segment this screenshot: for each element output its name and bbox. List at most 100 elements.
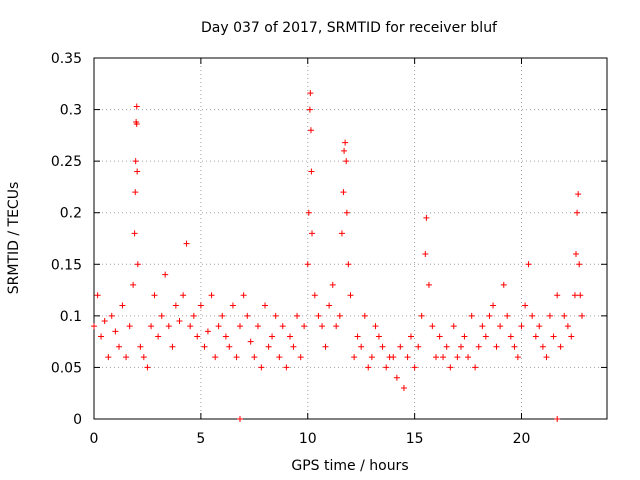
data-point xyxy=(201,343,208,350)
data-point xyxy=(134,168,141,175)
data-point xyxy=(158,312,165,319)
data-point xyxy=(94,292,101,299)
data-point xyxy=(443,343,450,350)
x-axis-label: GPS time / hours xyxy=(291,458,408,474)
data-point xyxy=(507,333,514,340)
data-point xyxy=(251,354,258,361)
data-point xyxy=(294,312,301,319)
data-point xyxy=(375,333,382,340)
data-point xyxy=(518,323,525,330)
data-point xyxy=(91,323,97,330)
data-point xyxy=(447,364,454,371)
data-point xyxy=(561,312,568,319)
data-point xyxy=(101,318,108,325)
data-point xyxy=(573,250,580,257)
data-point xyxy=(148,323,155,330)
plot-frame xyxy=(93,57,608,420)
data-point xyxy=(486,312,493,319)
data-point xyxy=(309,230,316,237)
data-point xyxy=(254,323,261,330)
data-point xyxy=(283,364,290,371)
data-point xyxy=(108,312,115,319)
axis-ticks: 0 0.05 0.1 0.15 0.2 0.25 0.3 0.35 0 5 10 15 20 xyxy=(51,51,607,447)
data-point xyxy=(361,312,368,319)
data-point xyxy=(418,312,425,319)
data-point xyxy=(112,328,119,335)
data-point xyxy=(422,250,429,257)
data-point xyxy=(475,343,482,350)
data-point xyxy=(262,302,268,309)
data-point xyxy=(554,416,561,422)
data-point xyxy=(276,354,283,361)
y-tick-label: 0.15 xyxy=(51,257,82,273)
data-point xyxy=(222,333,229,340)
data-point xyxy=(576,261,583,268)
x-tick-label: 20 xyxy=(513,431,531,447)
data-point xyxy=(429,323,436,330)
data-point xyxy=(514,354,521,361)
data-point xyxy=(345,261,352,268)
data-point xyxy=(197,302,204,309)
data-point xyxy=(287,333,294,340)
data-point xyxy=(301,323,308,330)
data-point xyxy=(568,333,575,340)
data-point xyxy=(269,333,276,340)
data-point xyxy=(305,209,312,216)
data-point xyxy=(571,292,578,299)
data-point xyxy=(187,323,194,330)
data-point xyxy=(336,312,343,319)
data-point xyxy=(539,343,546,350)
data-point xyxy=(212,354,219,361)
data-point xyxy=(183,240,190,247)
data-point xyxy=(151,292,158,299)
data-point xyxy=(265,343,272,350)
grid-lines xyxy=(94,58,607,419)
data-point xyxy=(490,302,497,309)
data-point xyxy=(304,261,311,268)
data-point xyxy=(404,354,411,361)
data-point xyxy=(532,333,539,340)
data-point xyxy=(423,214,430,221)
data-point xyxy=(279,323,286,330)
data-point xyxy=(131,230,138,237)
data-point xyxy=(525,261,532,268)
data-point xyxy=(319,323,326,330)
data-point xyxy=(236,416,243,422)
data-point xyxy=(133,121,140,128)
data-point xyxy=(393,374,400,381)
data-point xyxy=(240,292,247,299)
data-point xyxy=(522,302,529,309)
data-point xyxy=(130,281,137,288)
data-point xyxy=(454,354,461,361)
data-point xyxy=(204,328,211,335)
data-point xyxy=(226,343,233,350)
data-point xyxy=(458,343,465,350)
data-point xyxy=(536,323,543,330)
x-tick-label: 15 xyxy=(406,431,424,447)
data-point xyxy=(351,354,358,361)
data-point xyxy=(379,343,386,350)
data-point xyxy=(172,302,179,309)
data-point xyxy=(343,158,350,165)
data-point xyxy=(169,343,176,350)
data-point xyxy=(400,385,407,392)
y-tick-label: 0.35 xyxy=(51,51,82,67)
data-point xyxy=(397,343,404,350)
data-point xyxy=(306,106,313,113)
data-point xyxy=(372,323,379,330)
data-point xyxy=(497,323,504,330)
y-tick-label: 0.25 xyxy=(51,154,82,170)
data-point xyxy=(465,354,472,361)
data-point xyxy=(365,364,372,371)
data-point xyxy=(229,302,236,309)
data-point xyxy=(575,191,582,198)
data-point xyxy=(511,343,518,350)
data-point xyxy=(126,323,133,330)
data-point xyxy=(155,333,162,340)
data-point xyxy=(105,354,112,361)
data-point xyxy=(247,338,254,345)
data-point xyxy=(180,292,187,299)
data-point xyxy=(368,354,375,361)
data-point xyxy=(98,333,105,340)
data-point xyxy=(116,343,123,350)
